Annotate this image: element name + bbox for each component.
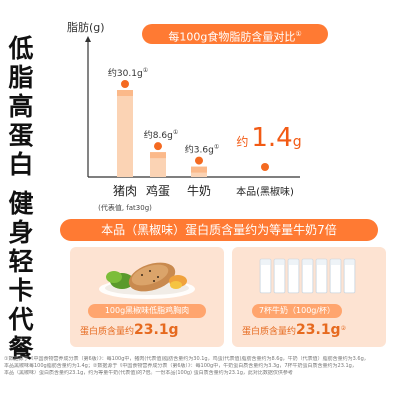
data-dot-2 bbox=[195, 156, 203, 165]
milk-caption: 7杯牛奶（100g/杯） bbox=[252, 304, 342, 318]
category-label-2: 牛奶 bbox=[187, 183, 211, 198]
milk-fill bbox=[261, 265, 270, 292]
footnotes: ①数据源于《中国食物营养成分表（第6版）》：每100g中，猪肉(代表值)脂肪含量… bbox=[4, 356, 398, 377]
milk-fill bbox=[317, 265, 326, 292]
slogan-line-2: 健身轻卡代餐 bbox=[8, 189, 33, 363]
bar-0 bbox=[117, 90, 133, 177]
category-label-0: 猪肉 bbox=[113, 184, 137, 198]
data-dot-0 bbox=[121, 80, 129, 88]
data-label-2: 约3.6g① bbox=[185, 144, 219, 156]
data-label-1: 约8.6g① bbox=[144, 129, 178, 141]
milk-protein-value: 23.1g bbox=[296, 322, 341, 338]
protein-comparison-banner: 本品（黑椒味）蛋白质含量约为等量牛奶7倍 bbox=[60, 219, 378, 241]
product-protein-label: 蛋白质含量约 bbox=[80, 327, 135, 337]
chart-title: 每100g食物脂肪含量对比① bbox=[142, 24, 328, 44]
chicken-breast-image bbox=[99, 262, 195, 299]
data-dot-3 bbox=[261, 163, 269, 171]
data-label-0: 约30.1g① bbox=[108, 67, 148, 79]
slogan-char: 高 bbox=[8, 92, 34, 121]
milk-protein-label: 蛋白质含量约 bbox=[242, 327, 297, 337]
slogan-char: 身 bbox=[8, 218, 34, 247]
vertical-slogan: 低脂高蛋白 健身轻卡代餐 bbox=[4, 34, 38, 363]
chart-title-text: 每100g食物脂肪含量对比 bbox=[168, 30, 296, 44]
slogan-char: 代 bbox=[8, 305, 34, 334]
slogan-char: 卡 bbox=[8, 276, 34, 305]
chart-y-axis-label: 脂肪(g) bbox=[67, 21, 105, 34]
data-label-3: 约 1.4g bbox=[236, 123, 301, 153]
category-label-3: 本品(黑椒味) bbox=[236, 185, 294, 198]
milk-glasses-image bbox=[259, 258, 356, 294]
product-caption: 100g黑椒味低脂鸡胸肉 bbox=[88, 304, 206, 318]
milk-protein-text: 蛋白质含量约23.1g② bbox=[242, 322, 346, 338]
bar-1 bbox=[150, 152, 166, 177]
milk-fill bbox=[331, 265, 340, 292]
milk-fill bbox=[275, 265, 284, 292]
slogan-line-1: 低脂高蛋白 bbox=[8, 34, 33, 179]
bar-top-0 bbox=[117, 90, 133, 96]
y-axis-arrow bbox=[85, 36, 91, 42]
slogan-char: 蛋 bbox=[8, 121, 34, 150]
product-protein-text: 蛋白质含量约23.1g bbox=[80, 322, 179, 338]
milk-protein-card: 7杯牛奶（100g/杯） 蛋白质含量约23.1g② bbox=[232, 247, 386, 347]
product-protein-value: 23.1g bbox=[134, 322, 179, 338]
milk-protein-ref: ② bbox=[340, 325, 346, 332]
data-dot-1 bbox=[154, 142, 162, 151]
chart-title-ref: ① bbox=[295, 30, 302, 38]
footnote-line: ①数据源于《中国食物营养成分表（第6版）》：每100g中，猪肉(代表值)脂肪含量… bbox=[4, 356, 369, 362]
slogan-char: 白 bbox=[8, 150, 34, 179]
bar-top-2 bbox=[191, 166, 207, 173]
milk-fill bbox=[345, 265, 354, 292]
product-protein-card: 100g黑椒味低脂鸡胸肉 蛋白质含量约23.1g bbox=[70, 247, 224, 347]
slogan-char: 轻 bbox=[8, 247, 34, 276]
slogan-char: 脂 bbox=[8, 63, 34, 92]
footnote-line: 本品黑椒味每100g脂肪含量约为1.4g；②数据源于《中国食物营养成分表（第6版… bbox=[4, 363, 357, 369]
category-note-0: (代表值, fat30g) bbox=[98, 203, 152, 212]
milk-fill bbox=[289, 265, 298, 292]
slogan-char: 餐 bbox=[8, 334, 34, 363]
bar-top-1 bbox=[150, 152, 166, 159]
milk-fill bbox=[303, 265, 312, 292]
category-label-1: 鸡蛋 bbox=[146, 183, 170, 198]
slogan-char: 低 bbox=[8, 34, 34, 63]
fat-content-bar-chart: 约30.1g① 猪肉 (代表值, fat30g) 约8.6g① 鸡蛋 约3.6g① 牛奶 约 1… bbox=[85, 36, 302, 212]
footnote-line: 本品（黑椒味）蛋白质含量约23.1g，约为等量牛奶(代表值)的7倍。一份本品(1… bbox=[4, 370, 293, 376]
slogan-char: 健 bbox=[8, 189, 34, 218]
